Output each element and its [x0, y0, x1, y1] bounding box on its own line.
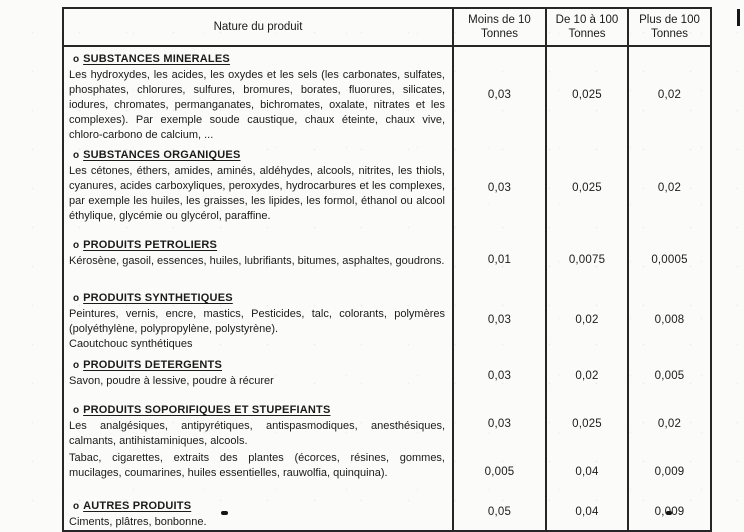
circle-bullet-icon: o — [73, 360, 80, 371]
value-cell-10to100: 0,0075 — [545, 233, 628, 286]
table-header-row: Nature du produit Moins de 10 Tonnes De … — [63, 8, 711, 47]
value-cell-gt100: 0,02 — [627, 398, 711, 449]
product-cell: o PRODUITS PETROLIERS Kérosène, gasoil, e… — [63, 233, 453, 286]
value-cell-gt100: 0,009 — [627, 449, 711, 494]
section-heading: SUBSTANCES ORGANIQUES — [83, 149, 241, 161]
product-cell: o PRODUITS DETERGENTS Savon, poudre à les… — [63, 353, 453, 398]
section-heading-row: o PRODUITS DETERGENTS — [69, 358, 445, 373]
product-coefficient-table: Nature du produit Moins de 10 Tonnes De … — [62, 7, 712, 532]
section-heading-row: o PRODUITS SYNTHETIQUES — [69, 291, 445, 306]
table-row-substances-organiques: o SUBSTANCES ORGANIQUES Les cétones, éthe… — [63, 143, 711, 233]
section-heading: SUBSTANCES MINERALES — [83, 53, 230, 65]
value-cell-lt10: 0,005 — [452, 449, 546, 494]
section-heading-row: o AUTRES PRODUITS — [69, 499, 445, 514]
scan-artifact-blot — [666, 511, 672, 515]
section-heading-row: o SUBSTANCES ORGANIQUES — [69, 148, 445, 163]
value-cell-lt10: 0,03 — [452, 398, 546, 449]
section-text: Ciments, plâtres, bonbonne. — [69, 516, 207, 528]
table-row-substances-minerales: o SUBSTANCES MINERALES Les hydroxydes, le… — [63, 46, 711, 143]
product-cell: Tabac, cigarettes, extraits des plantes … — [63, 449, 453, 494]
section-heading: PRODUITS SOPORIFIQUES ET STUPEFIANTS — [83, 404, 331, 416]
table-row-produits-soporifiques: o PRODUITS SOPORIFIQUES ET STUPEFIANTS Le… — [63, 398, 711, 449]
product-cell: o SUBSTANCES MINERALES Les hydroxydes, le… — [63, 46, 453, 143]
value-cell-lt10: 0,03 — [452, 46, 546, 143]
section-heading: PRODUITS SYNTHETIQUES — [83, 292, 233, 304]
scan-artifact-blot — [221, 511, 228, 515]
circle-bullet-icon: o — [73, 293, 80, 304]
value-cell-lt10: 0,01 — [452, 233, 546, 286]
product-cell: o AUTRES PRODUITS Ciments, plâtres, bonbo… — [63, 494, 453, 531]
product-cell: o PRODUITS SOPORIFIQUES ET STUPEFIANTS Le… — [63, 398, 453, 449]
value-cell-10to100: 0,02 — [545, 353, 628, 398]
product-cell: o SUBSTANCES ORGANIQUES Les cétones, éthe… — [63, 143, 453, 233]
section-text: Kérosène, gasoil, essences, huiles, lubr… — [69, 255, 445, 267]
product-cell: o PRODUITS SYNTHETIQUES Peintures, vernis… — [63, 286, 453, 353]
value-cell-gt100: 0,02 — [627, 143, 711, 233]
header-moins-de-10-tonnes: Moins de 10 Tonnes — [452, 8, 546, 47]
section-heading-row: o PRODUITS PETROLIERS — [69, 238, 445, 253]
value-cell-10to100: 0,04 — [545, 494, 628, 531]
value-cell-10to100: 0,025 — [545, 398, 628, 449]
value-cell-10to100: 0,04 — [545, 449, 628, 494]
table-row-autres-produits: o AUTRES PRODUITS Ciments, plâtres, bonbo… — [63, 494, 711, 531]
table-row-produits-petroliers: o PRODUITS PETROLIERS Kérosène, gasoil, e… — [63, 233, 711, 286]
circle-bullet-icon: o — [73, 150, 80, 161]
circle-bullet-icon: o — [73, 501, 80, 512]
value-cell-10to100: 0,025 — [545, 143, 628, 233]
section-text: Les hydroxydes, les acides, les oxydes e… — [69, 69, 445, 141]
section-text: Peintures, vernis, encre, mastics, Pesti… — [69, 308, 445, 335]
value-cell-gt100: 0,008 — [627, 286, 711, 353]
table-row-tabac-plantes: Tabac, cigarettes, extraits des plantes … — [63, 449, 711, 494]
section-heading-row: o SUBSTANCES MINERALES — [69, 52, 445, 67]
circle-bullet-icon: o — [73, 405, 80, 416]
value-cell-lt10: 0,03 — [452, 286, 546, 353]
section-heading: AUTRES PRODUITS — [83, 500, 192, 512]
section-heading-row: o PRODUITS SOPORIFIQUES ET STUPEFIANTS — [69, 403, 445, 418]
table-row-produits-detergents: o PRODUITS DETERGENTS Savon, poudre à les… — [63, 353, 711, 398]
section-heading: PRODUITS DETERGENTS — [83, 359, 222, 371]
section-heading: PRODUITS PETROLIERS — [83, 239, 218, 251]
value-cell-gt100: 0,02 — [627, 46, 711, 143]
section-text: Les cétones, éthers, amides, aminés, ald… — [69, 165, 445, 222]
header-plus-de-100-tonnes: Plus de 100 Tonnes — [627, 8, 711, 47]
value-cell-lt10: 0,05 — [452, 494, 546, 531]
table-row-produits-synthetiques: o PRODUITS SYNTHETIQUES Peintures, vernis… — [63, 286, 711, 353]
value-cell-gt100: 0,0005 — [627, 233, 711, 286]
value-cell-10to100: 0,025 — [545, 46, 628, 143]
circle-bullet-icon: o — [73, 54, 80, 65]
value-cell-gt100: 0,005 — [627, 353, 711, 398]
value-cell-lt10: 0,03 — [452, 353, 546, 398]
header-nature-du-produit: Nature du produit — [63, 8, 453, 47]
section-text: Caoutchouc synthétiques — [69, 338, 193, 350]
section-text: Les analgésiques, antipyrétiques, antisp… — [69, 420, 445, 447]
section-text: Tabac, cigarettes, extraits des plantes … — [69, 452, 445, 479]
circle-bullet-icon: o — [73, 240, 80, 251]
scan-artifact-mark — [737, 9, 740, 26]
value-cell-lt10: 0,03 — [452, 143, 546, 233]
value-cell-10to100: 0,02 — [545, 286, 628, 353]
header-de-10-a-100-tonnes: De 10 à 100 Tonnes — [545, 8, 628, 47]
section-text: Savon, poudre à lessive, poudre à récure… — [69, 375, 274, 387]
